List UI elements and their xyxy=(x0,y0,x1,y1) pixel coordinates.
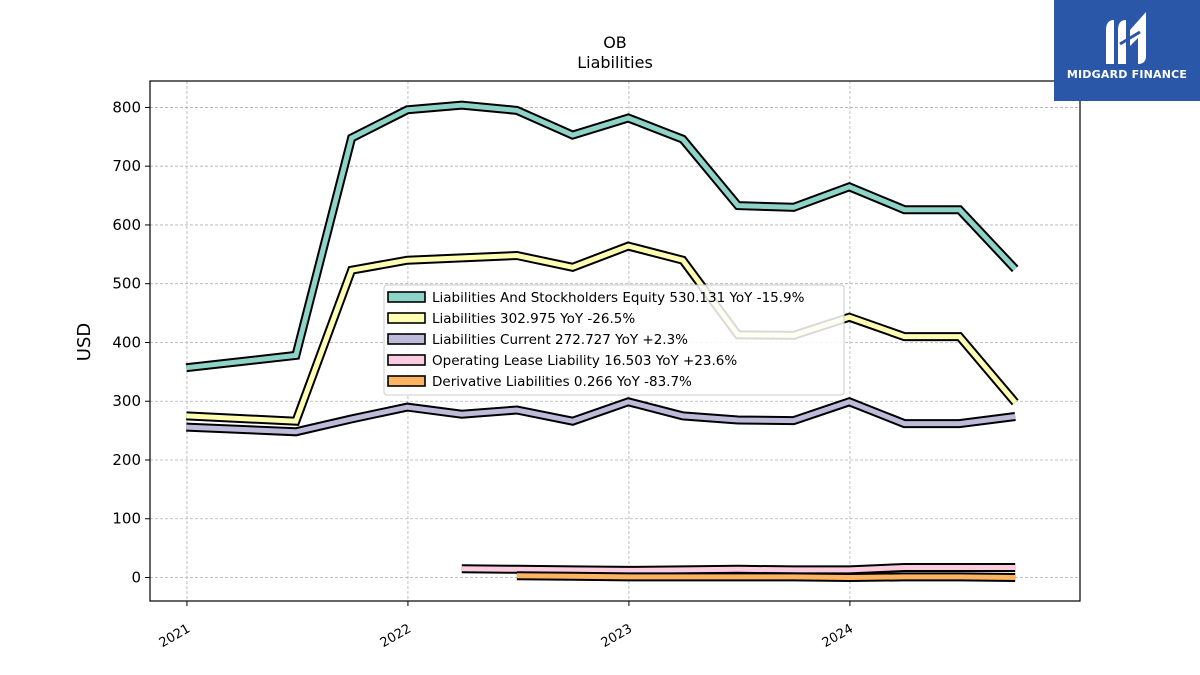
series-line xyxy=(516,573,1016,581)
y-tick-label: 800 xyxy=(112,98,141,116)
brand-logo: MIDGARD FINANCE xyxy=(1054,0,1200,101)
legend-label: Liabilities 302.975 YoY -26.5% xyxy=(432,311,635,327)
x-tick-label: 2023 xyxy=(599,621,635,651)
series-line xyxy=(461,565,1016,573)
x-tick-label: 2021 xyxy=(157,621,193,651)
legend-swatch xyxy=(387,312,426,324)
y-tick-label: 600 xyxy=(112,216,141,234)
series-line xyxy=(186,243,1018,424)
legend-box xyxy=(383,284,845,396)
y-tick-label: 700 xyxy=(112,157,141,175)
series-lines xyxy=(185,100,1019,583)
legend-label: Liabilities Current 272.727 YoY +2.3% xyxy=(432,332,688,348)
legend-label: Liabilities And Stockholders Equity 530.… xyxy=(432,290,805,306)
y-tick-label: 400 xyxy=(112,333,141,351)
legend-swatch xyxy=(387,291,426,303)
plot-frame xyxy=(149,80,1081,602)
legend-swatch xyxy=(387,375,426,387)
x-tick-label: 2024 xyxy=(820,621,856,651)
legend-swatch xyxy=(387,354,426,366)
y-axis-label: USD xyxy=(74,323,95,361)
logo-text: MIDGARD FINANCE xyxy=(1066,68,1188,81)
series-line xyxy=(186,399,1016,435)
logo-mark-icon xyxy=(1106,12,1146,64)
x-tick-label: 2022 xyxy=(378,621,414,651)
legend-swatch xyxy=(387,333,426,345)
y-tick-label: 0 xyxy=(131,568,141,586)
series-line xyxy=(186,102,1018,371)
legend-label: Operating Lease Liability 16.503 YoY +23… xyxy=(432,353,737,369)
chart-subtitle: Liabilities xyxy=(577,53,653,72)
legend: Liabilities And Stockholders Equity 530.… xyxy=(383,284,845,396)
y-tick-label: 100 xyxy=(112,510,141,528)
y-tick-label: 300 xyxy=(112,392,141,410)
y-tick-label: 200 xyxy=(112,451,141,469)
y-tick-label: 500 xyxy=(112,275,141,293)
chart-title: OB xyxy=(603,33,627,52)
legend-label: Derivative Liabilities 0.266 YoY -83.7% xyxy=(432,374,692,390)
